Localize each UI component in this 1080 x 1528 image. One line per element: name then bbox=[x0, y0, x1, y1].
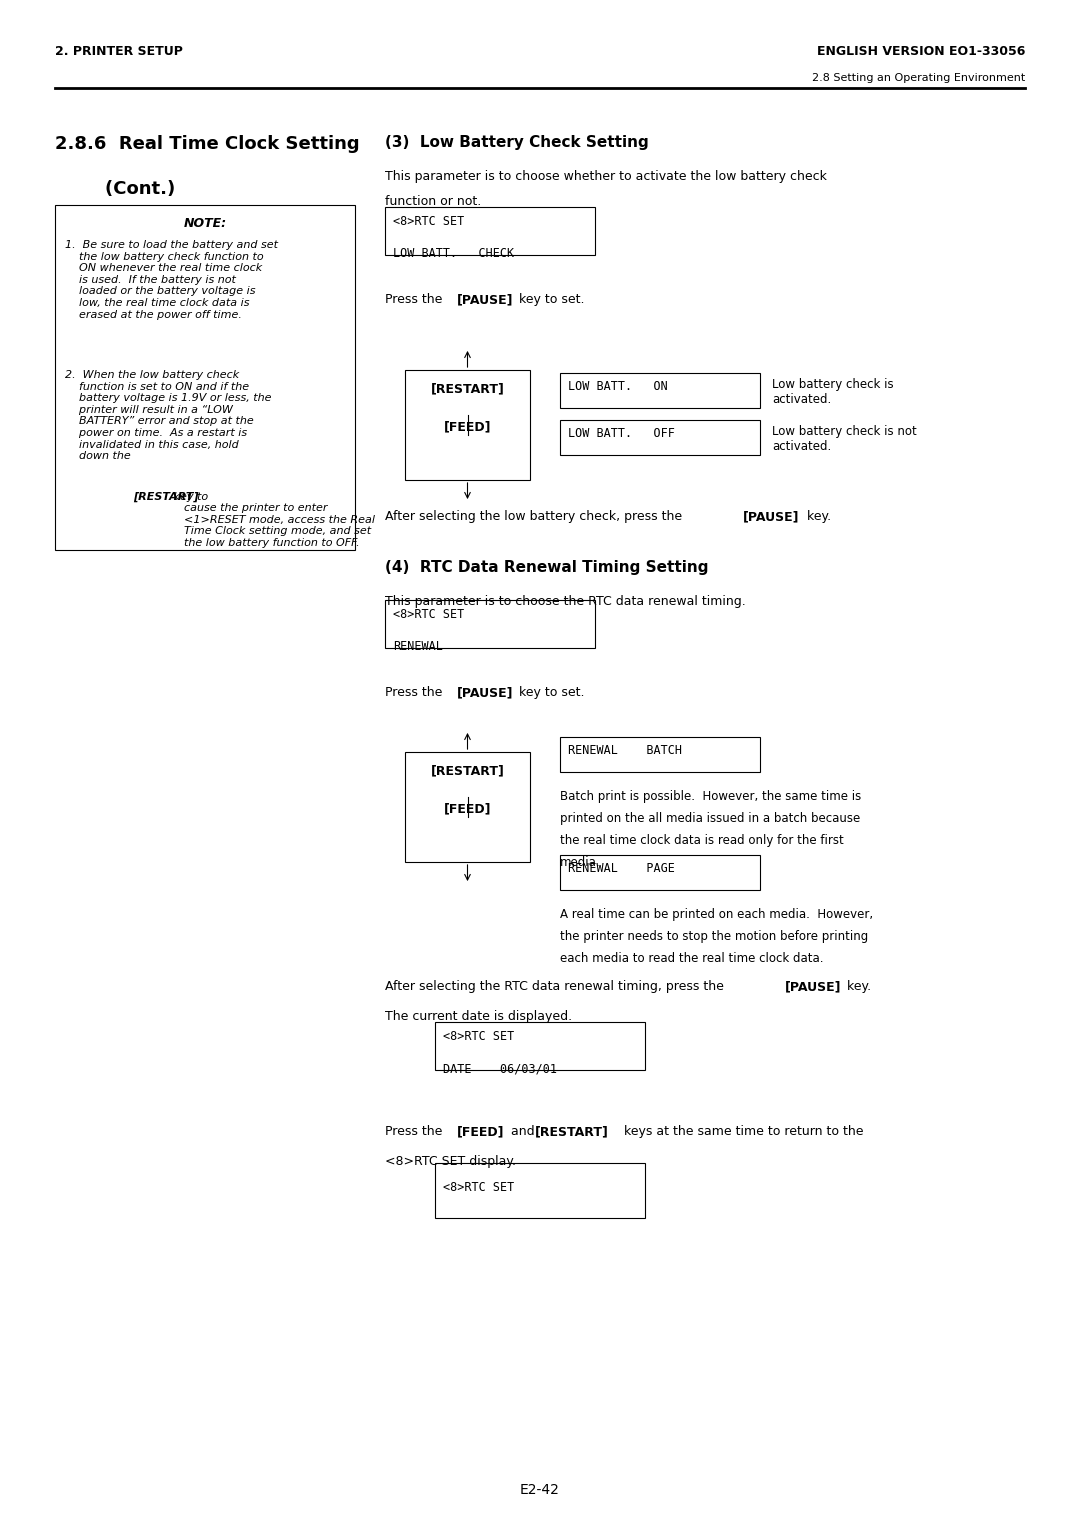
Text: 2. PRINTER SETUP: 2. PRINTER SETUP bbox=[55, 44, 183, 58]
Bar bbox=[435, 1163, 645, 1218]
Bar bbox=[561, 736, 760, 772]
Text: <8>RTC SET: <8>RTC SET bbox=[393, 608, 464, 620]
Text: and: and bbox=[507, 1125, 539, 1138]
Text: function or not.: function or not. bbox=[384, 196, 482, 208]
Text: <8>RTC SET: <8>RTC SET bbox=[443, 1030, 514, 1044]
Text: LOW BATT.   ON: LOW BATT. ON bbox=[568, 380, 667, 393]
Text: [RESTART]: [RESTART] bbox=[431, 764, 504, 778]
Text: The current date is displayed.: The current date is displayed. bbox=[384, 1010, 572, 1024]
Text: After selecting the RTC data renewal timing, press the: After selecting the RTC data renewal tim… bbox=[384, 979, 728, 993]
Bar bbox=[435, 1022, 645, 1070]
Text: printed on the all media issued in a batch because: printed on the all media issued in a bat… bbox=[561, 811, 861, 825]
Bar bbox=[405, 370, 530, 480]
Text: (Cont.): (Cont.) bbox=[55, 180, 175, 199]
Text: [FEED]: [FEED] bbox=[444, 420, 491, 432]
Text: key to set.: key to set. bbox=[515, 686, 584, 698]
Text: ENGLISH VERSION EO1-33056: ENGLISH VERSION EO1-33056 bbox=[816, 44, 1025, 58]
Text: LOW BATT.   OFF: LOW BATT. OFF bbox=[568, 426, 675, 440]
Text: 2.  When the low battery check
    function is set to ON and if the
    battery : 2. When the low battery check function i… bbox=[65, 370, 271, 461]
Text: key to
    cause the printer to enter
    <1>RESET mode, access the Real
    Tim: key to cause the printer to enter <1>RES… bbox=[170, 492, 375, 549]
Text: keys at the same time to return to the: keys at the same time to return to the bbox=[620, 1125, 864, 1138]
Text: the real time clock data is read only for the first: the real time clock data is read only fo… bbox=[561, 834, 843, 847]
Text: 1.  Be sure to load the battery and set
    the low battery check function to
  : 1. Be sure to load the battery and set t… bbox=[65, 240, 278, 319]
Bar bbox=[405, 752, 530, 862]
Bar bbox=[384, 206, 595, 255]
Text: [PAUSE]: [PAUSE] bbox=[743, 510, 799, 523]
Text: key to set.: key to set. bbox=[515, 293, 584, 306]
Text: After selecting the low battery check, press the: After selecting the low battery check, p… bbox=[384, 510, 686, 523]
Text: key.: key. bbox=[843, 979, 872, 993]
Text: DATE    06/03/01: DATE 06/03/01 bbox=[443, 1062, 557, 1076]
Text: Press the: Press the bbox=[384, 1125, 446, 1138]
Text: E2-42: E2-42 bbox=[521, 1484, 559, 1497]
Bar bbox=[55, 205, 355, 550]
Text: [RESTART]: [RESTART] bbox=[134, 492, 199, 501]
Text: RENEWAL    BATCH: RENEWAL BATCH bbox=[568, 744, 681, 756]
Text: LOW BATT.   CHECK: LOW BATT. CHECK bbox=[393, 248, 514, 260]
Text: <8>RTC SET: <8>RTC SET bbox=[393, 215, 464, 228]
Bar bbox=[384, 601, 595, 648]
Text: Press the: Press the bbox=[384, 686, 446, 698]
Text: Low battery check is
activated.: Low battery check is activated. bbox=[772, 377, 893, 406]
Bar bbox=[561, 373, 760, 408]
Text: [RESTART]: [RESTART] bbox=[535, 1125, 609, 1138]
Bar bbox=[561, 856, 760, 889]
Text: NOTE:: NOTE: bbox=[184, 217, 227, 231]
Text: 2.8.6  Real Time Clock Setting: 2.8.6 Real Time Clock Setting bbox=[55, 134, 360, 153]
Text: the printer needs to stop the motion before printing: the printer needs to stop the motion bef… bbox=[561, 931, 868, 943]
Text: <8>RTC SET: <8>RTC SET bbox=[443, 1181, 514, 1193]
Text: [FEED]: [FEED] bbox=[457, 1125, 504, 1138]
Text: [RESTART]: [RESTART] bbox=[431, 382, 504, 396]
Text: Batch print is possible.  However, the same time is: Batch print is possible. However, the sa… bbox=[561, 790, 861, 804]
Text: key.: key. bbox=[804, 510, 832, 523]
Text: [PAUSE]: [PAUSE] bbox=[785, 979, 841, 993]
Text: Low battery check is not
activated.: Low battery check is not activated. bbox=[772, 425, 917, 452]
Text: [FEED]: [FEED] bbox=[444, 802, 491, 814]
Text: RENEWAL    PAGE: RENEWAL PAGE bbox=[568, 862, 675, 876]
Text: RENEWAL: RENEWAL bbox=[393, 640, 443, 652]
Text: [PAUSE]: [PAUSE] bbox=[457, 686, 513, 698]
Text: [PAUSE]: [PAUSE] bbox=[457, 293, 513, 306]
Text: This parameter is to choose whether to activate the low battery check: This parameter is to choose whether to a… bbox=[384, 170, 827, 183]
Text: (3)  Low Battery Check Setting: (3) Low Battery Check Setting bbox=[384, 134, 649, 150]
Text: media.: media. bbox=[561, 856, 600, 869]
Text: This parameter is to choose the RTC data renewal timing.: This parameter is to choose the RTC data… bbox=[384, 594, 746, 608]
Text: 2.8 Setting an Operating Environment: 2.8 Setting an Operating Environment bbox=[812, 73, 1025, 83]
Text: A real time can be printed on each media.  However,: A real time can be printed on each media… bbox=[561, 908, 873, 921]
Text: Press the: Press the bbox=[384, 293, 446, 306]
Text: each media to read the real time clock data.: each media to read the real time clock d… bbox=[561, 952, 824, 966]
Bar bbox=[561, 420, 760, 455]
Text: (4)  RTC Data Renewal Timing Setting: (4) RTC Data Renewal Timing Setting bbox=[384, 559, 708, 575]
Text: <8>RTC SET display.: <8>RTC SET display. bbox=[384, 1155, 516, 1167]
